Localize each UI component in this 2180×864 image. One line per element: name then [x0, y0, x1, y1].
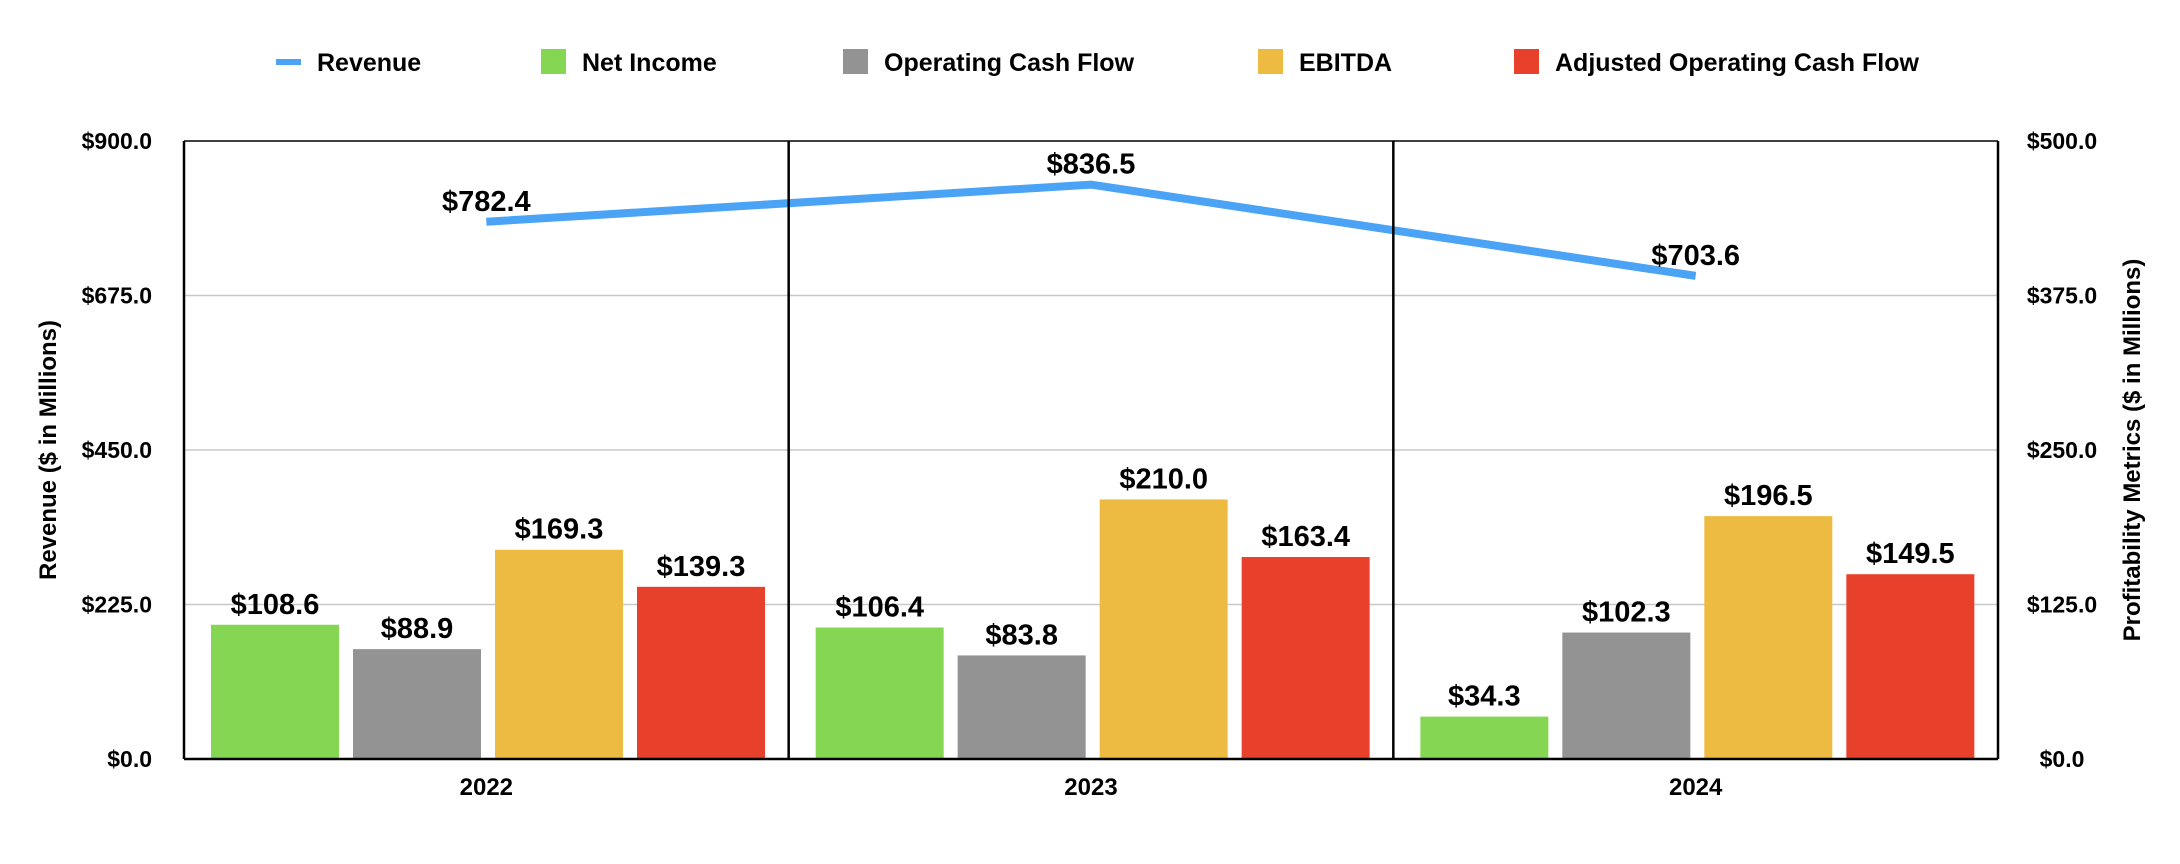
- bar: [353, 649, 481, 759]
- bar: [495, 549, 623, 759]
- bar: [1099, 499, 1228, 759]
- bar-data-label: $163.4: [1261, 521, 1350, 553]
- bar: [637, 586, 765, 759]
- bar: [1241, 557, 1370, 759]
- legend-label: Adjusted Operating Cash Flow: [1555, 49, 1919, 77]
- legend-swatch: [1514, 49, 1539, 74]
- bar: [1562, 632, 1691, 759]
- legend-label: Operating Cash Flow: [884, 49, 1135, 77]
- plot-frame: [182, 140, 2000, 761]
- legend-swatch: [541, 49, 566, 74]
- bar: [1420, 716, 1549, 759]
- gridlines: [184, 294, 1998, 606]
- right-tick-label: $0.0: [2040, 746, 2085, 772]
- bar-data-label: $210.0: [1119, 463, 1208, 495]
- left-tick-label: $675.0: [82, 283, 152, 309]
- legend-line-swatch: [276, 59, 301, 65]
- bar: [957, 655, 1086, 759]
- bar-data-label: $83.8: [985, 619, 1058, 651]
- left-tick-label: $450.0: [82, 437, 152, 463]
- data-labels: $108.6 $106.4 $34.3 $88.9 $83.8 $102.3 $169.3 $…: [231, 149, 1955, 713]
- bar-data-label: $139.3: [657, 551, 746, 583]
- line-data-label: $836.5: [1047, 149, 1136, 181]
- bar-data-label: $108.6: [231, 589, 320, 621]
- line-data-label: $782.4: [442, 186, 531, 218]
- category-label: 2024: [1669, 774, 1723, 801]
- left-tick-label: $900.0: [82, 128, 152, 154]
- right-tick-label: $125.0: [2027, 592, 2097, 618]
- legend-label: EBITDA: [1299, 49, 1392, 77]
- legend-label: Net Income: [582, 49, 717, 77]
- legend-swatch: [843, 49, 868, 74]
- category-label: 2022: [460, 774, 513, 801]
- bar: [211, 624, 339, 759]
- bar-data-label: $102.3: [1582, 597, 1671, 629]
- legend-label: Revenue: [317, 49, 421, 77]
- bar: [815, 627, 944, 759]
- bar-data-label: $149.5: [1866, 538, 1955, 570]
- revenue-line: [486, 180, 1697, 280]
- legend-swatch: [1258, 49, 1283, 74]
- left-tick-label: $0.0: [107, 746, 152, 772]
- right-tick-label: $500.0: [2027, 128, 2097, 154]
- left-tick-label: $225.0: [82, 592, 152, 618]
- bar-data-label: $88.9: [381, 613, 454, 645]
- legend: Revenue Net Income Operating Cash Flow EBIT…: [276, 49, 1919, 77]
- bar: [1846, 574, 1975, 759]
- bar-data-label: $34.3: [1448, 681, 1521, 713]
- bar: [1704, 516, 1833, 759]
- bars: [211, 499, 1975, 759]
- line-data-label: $703.6: [1651, 240, 1740, 272]
- bar-data-label: $196.5: [1724, 480, 1813, 512]
- right-tick-label: $375.0: [2027, 283, 2097, 309]
- revenue-line-path: [486, 180, 1697, 280]
- bar-data-label: $169.3: [515, 514, 604, 546]
- bar-data-label: $106.4: [835, 591, 924, 623]
- axis-ticks: $0.0 $0.0 $225.0 $125.0 $450.0 $250.0 $675.0 $3…: [82, 128, 2098, 801]
- right-tick-label: $250.0: [2027, 437, 2097, 463]
- right-axis-title: Profitability Metrics ($ in Millions): [2119, 259, 2146, 642]
- left-axis-title: Revenue ($ in Millions): [35, 320, 62, 580]
- category-label: 2023: [1064, 774, 1117, 801]
